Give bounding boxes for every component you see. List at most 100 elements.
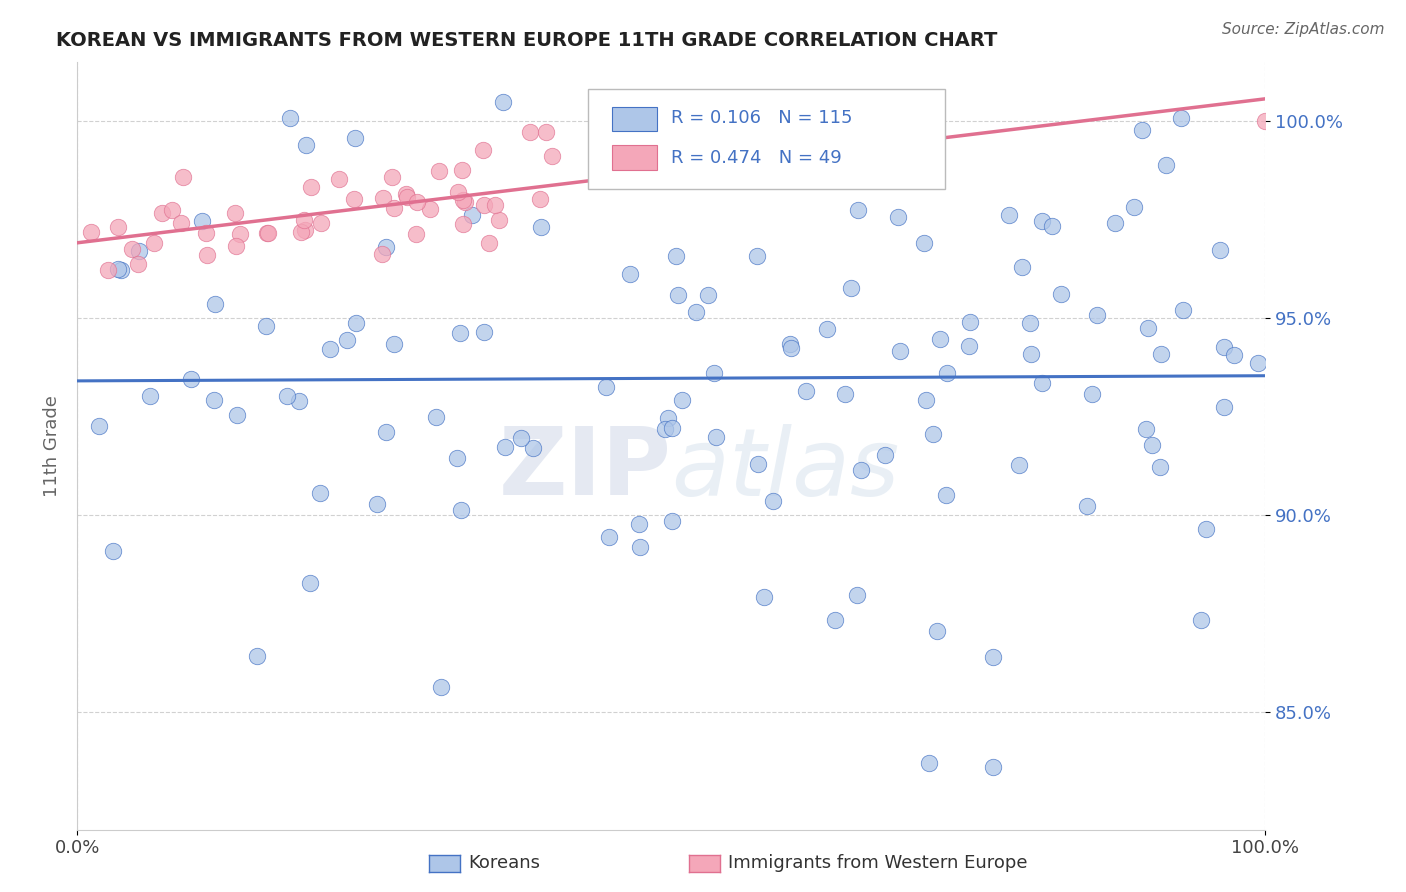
Point [846, 588, 869, 602]
Point [202, 392, 225, 407]
Point [1223, 348, 1246, 362]
Point [983, 649, 1005, 664]
Point [80, 226, 103, 240]
Point [685, 304, 707, 318]
Point [461, 208, 484, 222]
Point [472, 198, 495, 212]
Point [654, 422, 676, 436]
Point [1170, 111, 1192, 125]
Point [918, 756, 941, 770]
Point [128, 244, 150, 259]
Point [1149, 459, 1171, 474]
Point [484, 198, 506, 212]
Point [366, 497, 388, 511]
Text: R = 0.474   N = 49: R = 0.474 N = 49 [672, 149, 842, 167]
Point [1076, 499, 1098, 513]
Point [97, 263, 120, 277]
Point [425, 409, 447, 424]
Point [530, 219, 553, 234]
Point [107, 219, 129, 234]
Point [290, 225, 312, 239]
Point [294, 223, 316, 237]
Point [276, 389, 298, 403]
Point [254, 318, 277, 333]
Point [1104, 216, 1126, 230]
Point [107, 262, 129, 277]
Point [308, 486, 330, 500]
Point [706, 430, 728, 444]
Point [162, 202, 184, 217]
Point [1209, 243, 1232, 257]
Point [429, 681, 451, 695]
Point [257, 227, 280, 241]
Point [278, 112, 301, 126]
Point [226, 409, 249, 423]
Point [1011, 260, 1033, 275]
Point [127, 257, 149, 271]
Point [529, 192, 551, 206]
Point [139, 388, 162, 402]
Point [844, 138, 866, 153]
Point [779, 341, 801, 355]
Point [478, 236, 501, 251]
Point [382, 337, 405, 351]
Point [922, 426, 945, 441]
Point [451, 163, 474, 178]
Point [449, 326, 471, 340]
Point [194, 226, 217, 240]
Point [534, 125, 557, 139]
Point [510, 431, 533, 445]
Point [344, 316, 367, 330]
Point [522, 442, 544, 456]
Point [474, 326, 496, 340]
Point [824, 613, 846, 627]
Point [912, 235, 935, 250]
Point [191, 214, 214, 228]
Point [665, 249, 688, 263]
Point [1247, 356, 1270, 370]
Bar [612, 145, 657, 169]
Point [1150, 347, 1173, 361]
Point [405, 227, 427, 241]
Point [747, 457, 769, 471]
Point [628, 540, 651, 554]
Point [427, 164, 450, 178]
Point [343, 131, 366, 145]
Point [752, 590, 775, 604]
Point [375, 425, 398, 439]
Point [1212, 340, 1234, 354]
Point [1140, 438, 1163, 452]
Point [375, 240, 398, 254]
Point [1136, 320, 1159, 334]
Point [983, 760, 1005, 774]
Point [447, 186, 470, 200]
Point [762, 494, 785, 508]
Point [382, 202, 405, 216]
Point [225, 239, 247, 253]
Point [925, 624, 948, 638]
FancyBboxPatch shape [588, 89, 945, 189]
Text: Source: ZipAtlas.com: Source: ZipAtlas.com [1222, 22, 1385, 37]
Point [229, 227, 252, 241]
Point [1081, 387, 1104, 401]
Point [451, 217, 474, 231]
Point [661, 421, 683, 435]
Point [935, 488, 957, 502]
Point [1212, 400, 1234, 414]
Point [371, 246, 394, 260]
Point [195, 248, 218, 262]
Point [997, 208, 1019, 222]
Point [150, 206, 173, 220]
Point [103, 544, 125, 558]
Point [834, 387, 856, 401]
Point [1154, 158, 1177, 172]
Point [299, 576, 322, 591]
Point [343, 192, 366, 206]
Point [224, 206, 246, 220]
Point [1254, 114, 1277, 128]
Point [666, 288, 689, 302]
Point [1018, 316, 1040, 330]
Point [1123, 200, 1146, 214]
Y-axis label: 11th Grade: 11th Grade [42, 395, 60, 497]
Point [697, 288, 720, 302]
